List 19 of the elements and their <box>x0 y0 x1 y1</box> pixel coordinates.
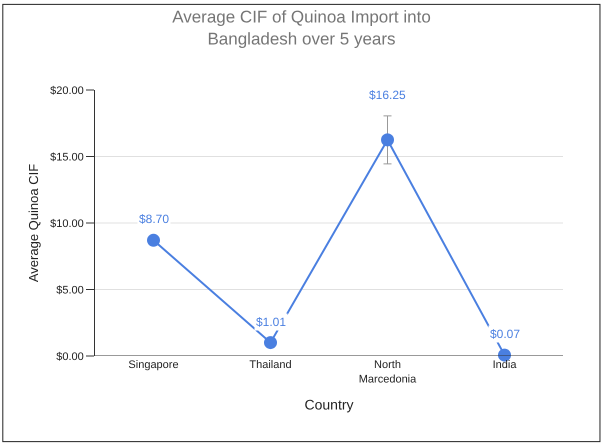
data-label: $16.25 <box>369 88 406 102</box>
y-axis-title: Average Quinoa CIF <box>26 164 42 282</box>
data-label: $8.70 <box>139 212 170 226</box>
point <box>264 336 277 350</box>
x-tick-label: Thailand <box>249 359 292 371</box>
data-label: $1.01 <box>256 315 286 329</box>
chart-title: Average CIF of Quinoa Import into Bangladesh over 5 years <box>172 7 431 48</box>
y-tick-label: $20.00 <box>50 84 84 97</box>
y-tick-label: $15.00 <box>50 151 84 164</box>
x-tick-label: India <box>492 359 518 371</box>
x-axis-title: Country <box>304 396 354 413</box>
y-tick-label: $0.00 <box>56 350 84 363</box>
x-tick-label: North Marcedonia <box>358 359 418 386</box>
point <box>147 234 160 247</box>
y-tick-label: $10.00 <box>50 218 84 230</box>
x-tick-label: Singapore <box>128 359 179 371</box>
data-label: $0.07 <box>490 327 520 341</box>
point <box>381 133 394 146</box>
y-tick-label: $5.00 <box>56 284 84 296</box>
